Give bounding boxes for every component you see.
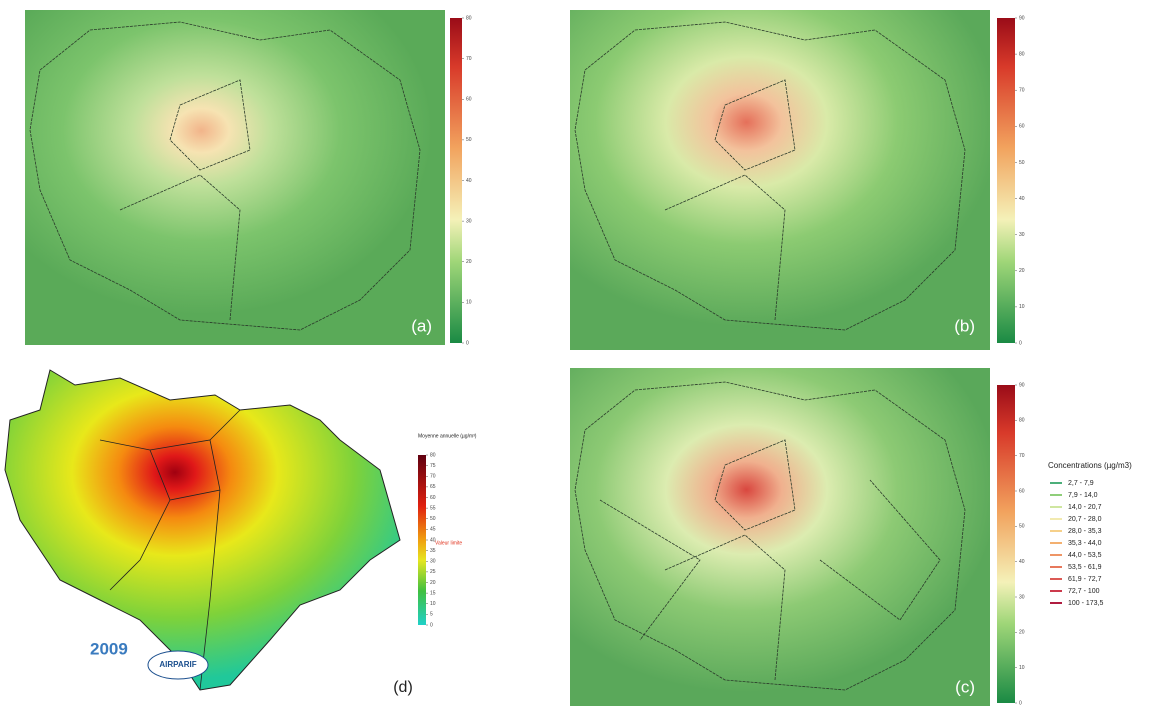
colorbar-tick-label: 0 [1019,340,1022,346]
colorbar [997,18,1015,343]
colorbar-tick-label: 0 [430,622,433,628]
map-b [570,10,990,350]
map-d: AIRPARIF [5,370,400,690]
colorbar-tick-label: 50 [466,137,472,143]
figure: (a) (b) (c) Concentrations (µg/m3) 2,7 -… [0,0,1151,706]
legend-label: 20,7 - 28,0 [1068,516,1102,523]
colorbar-tick-label: 40 [1019,559,1025,565]
colorbar-tick-label: 30 [1019,594,1025,600]
colorbar-tick-label: 70 [1019,453,1025,459]
colorbar-tick-label: 80 [466,15,472,21]
legend: Concentrations (µg/m3) 2,7 - 7,9 7,9 - 14… [1048,461,1132,607]
colorbar-tick-label: 80 [1019,51,1025,57]
colorbar-tick-label: 60 [1019,488,1025,494]
colorbar-tick-label: 10 [430,601,436,607]
colorbar-tick-label: 40 [466,178,472,184]
map-c [570,368,990,706]
legend-label: 72,7 - 100 [1068,588,1100,595]
colorbar-tick-label: 40 [430,537,436,543]
panel-label: (c) [955,677,975,696]
map-a [25,10,445,345]
legend-label: 61,9 - 72,7 [1068,576,1102,583]
colorbar-tick-label: 30 [466,218,472,224]
colorbar-tick-label: 70 [466,56,472,62]
colorbar-tick-label: 5 [430,612,433,618]
colorbar-tick-label: 20 [1019,630,1025,636]
colorbar-tick-label: 20 [1019,268,1025,274]
colorbar-tick-label: 35 [430,548,436,554]
colorbar [418,455,426,625]
panel-label: (d) [393,679,413,696]
colorbar-tick-label: 10 [1019,665,1025,671]
colorbar-tick-label: 75 [430,463,436,469]
colorbar-tick-label: 40 [1019,196,1025,202]
colorbar-tick-label: 80 [1019,418,1025,424]
colorbar-tick-label: 90 [1019,382,1025,388]
colorbar [450,18,462,343]
legend-label: 2,7 - 7,9 [1068,480,1094,487]
colorbar-tick-label: 65 [430,484,436,490]
colorbar-tick-label: 10 [466,300,472,306]
colorbar-tick-label: 30 [430,559,436,565]
legend-label: 53,5 - 61,9 [1068,564,1102,571]
legend-label: 44,0 - 53,5 [1068,552,1102,559]
panel-label: (a) [411,316,432,335]
legend-label: 35,3 - 44,0 [1068,540,1102,547]
colorbar-tick-label: 80 [430,452,436,458]
colorbar-tick-label: 70 [1019,88,1025,94]
legend-label: 100 - 173,5 [1068,600,1104,607]
colorbar-title: Moyenne annuelle (µg/m³) [418,433,477,439]
colorbar-tick-label: 50 [1019,524,1025,530]
colorbar-tick-label: 0 [1019,700,1022,706]
colorbar-tick-label: 0 [466,340,469,346]
colorbar-tick-label: 55 [430,505,436,511]
colorbar-tick-label: 50 [430,516,436,522]
colorbar-tick-label: 20 [466,259,472,265]
colorbar-tick-label: 20 [430,580,436,586]
colorbar-tick-label: 30 [1019,232,1025,238]
colorbar-tick-label: 45 [430,527,436,533]
legend-label: 28,0 - 35,3 [1068,528,1102,535]
colorbar-tick-label: 25 [430,569,436,575]
colorbar-tick-label: 60 [466,97,472,103]
legend-label: 14,0 - 20,7 [1068,504,1102,511]
year: 2009 [90,639,128,658]
limit-note: Valeur limite [435,540,462,546]
colorbar-tick-label: 90 [1019,15,1025,21]
colorbar-tick-label: 70 [430,474,436,480]
logo: AIRPARIF [159,660,196,669]
colorbar-tick-label: 60 [430,495,436,501]
colorbar-tick-label: 10 [1019,304,1025,310]
colorbar-tick-label: 15 [430,590,436,596]
colorbar-tick-label: 60 [1019,124,1025,130]
legend-title: Concentrations (µg/m3) [1048,461,1132,470]
colorbar-tick-label: 50 [1019,160,1025,166]
panel-label: (b) [954,316,975,335]
legend-label: 7,9 - 14,0 [1068,492,1098,499]
colorbar [997,385,1015,703]
